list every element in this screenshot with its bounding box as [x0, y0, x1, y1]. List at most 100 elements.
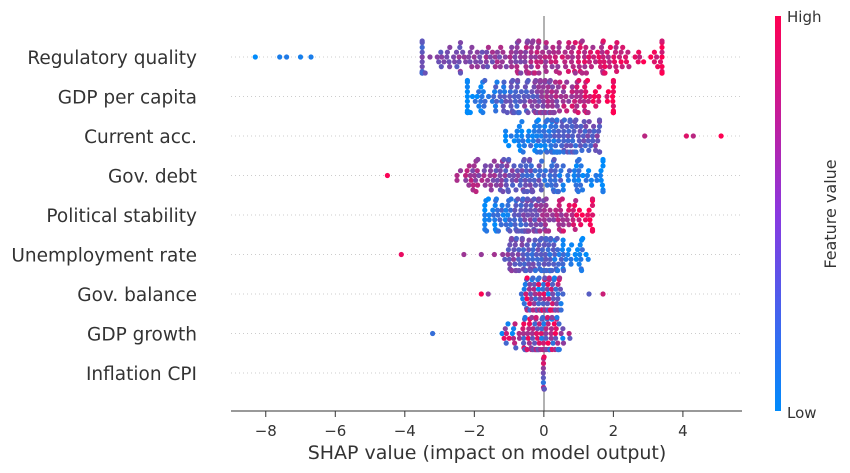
- shap-point: [517, 261, 523, 267]
- shap-point: [543, 40, 549, 46]
- shap-point: [505, 188, 511, 195]
- shap-point: [568, 256, 574, 262]
- shap-point: [536, 281, 542, 287]
- shap-point: [441, 59, 447, 65]
- shap-point: [537, 77, 543, 84]
- shap-point: [565, 44, 571, 51]
- shap-point: [494, 207, 500, 213]
- shap-point: [528, 54, 534, 60]
- shap-point: [499, 177, 505, 183]
- shap-point: [534, 49, 540, 55]
- shap-point: [551, 133, 558, 139]
- shap-point: [578, 89, 584, 95]
- feature-label: GDP growth: [87, 325, 197, 346]
- shap-point: [528, 49, 534, 55]
- shap-point: [536, 217, 543, 223]
- shap-point: [497, 93, 503, 100]
- shap-point: [560, 89, 567, 95]
- shap-point: [582, 128, 588, 134]
- shap-point: [446, 59, 452, 65]
- shap-point: [506, 172, 513, 179]
- shap-point: [529, 335, 536, 341]
- shap-point: [610, 93, 616, 100]
- shap-point: [589, 196, 596, 202]
- shap-point: [522, 84, 529, 90]
- shap-point: [542, 77, 548, 84]
- shap-point: [586, 168, 592, 174]
- shap-point: [513, 59, 519, 65]
- colorbar-low-label: Low: [787, 404, 817, 422]
- shap-point: [625, 49, 631, 55]
- shap-point: [547, 177, 554, 183]
- shap-point: [509, 330, 515, 337]
- shap-point: [543, 330, 549, 337]
- shap-point: [499, 59, 505, 65]
- shap-point: [526, 237, 532, 243]
- shap-point: [545, 228, 552, 234]
- shap-point: [548, 235, 554, 242]
- shap-point: [584, 172, 591, 179]
- shap-point: [520, 256, 526, 262]
- shap-point: [525, 77, 531, 84]
- shap-point: [571, 168, 578, 174]
- shap-point: [552, 168, 558, 174]
- shap-point: [519, 235, 525, 242]
- shap-point: [527, 267, 533, 274]
- shap-point: [594, 133, 600, 139]
- shap-point: [582, 143, 588, 149]
- shap-point: [467, 109, 473, 116]
- shap-point: [520, 196, 526, 202]
- shap-point: [559, 143, 565, 149]
- shap-point: [530, 93, 536, 100]
- shap-point: [434, 54, 440, 60]
- shap-point: [509, 182, 516, 188]
- shap-point: [553, 143, 559, 149]
- shap-point: [537, 296, 543, 302]
- shap-point: [571, 172, 577, 179]
- shap-point: [576, 77, 582, 84]
- shap-point: [554, 163, 560, 169]
- shap-point: [557, 207, 564, 213]
- shap-point: [553, 326, 559, 332]
- shap-point: [575, 172, 582, 179]
- shap-point: [487, 172, 493, 179]
- shap-point: [522, 103, 528, 109]
- shap-point: [522, 49, 529, 55]
- shap-point: [551, 156, 557, 163]
- shap-point: [503, 128, 509, 134]
- shap-point: [542, 168, 549, 174]
- shap-point: [578, 93, 584, 100]
- shap-point: [586, 147, 592, 153]
- shap-point: [485, 291, 491, 297]
- shap-point: [509, 267, 515, 274]
- shap-point: [578, 123, 584, 129]
- shap-point: [600, 163, 606, 169]
- shap-point: [543, 196, 549, 202]
- shap-point: [464, 77, 470, 84]
- shap-point: [551, 217, 557, 223]
- shap-point: [422, 70, 428, 76]
- shap-point: [503, 98, 509, 104]
- shap-point: [594, 177, 600, 183]
- shap-point: [541, 217, 548, 223]
- shap-point: [508, 59, 514, 65]
- shap-point: [493, 196, 499, 202]
- shap-point: [526, 286, 532, 292]
- shap-point: [560, 222, 566, 228]
- shap-point: [591, 128, 597, 134]
- shap-point: [521, 321, 527, 327]
- shap-point: [596, 54, 602, 60]
- shap-point: [659, 54, 665, 60]
- x-tick-label: −4: [394, 422, 416, 440]
- shap-point: [651, 59, 658, 65]
- shap-point: [590, 98, 596, 104]
- shap-point: [561, 149, 567, 155]
- shap-point: [551, 138, 557, 144]
- shap-point: [545, 84, 551, 90]
- shap-point: [563, 256, 569, 262]
- shap-point: [507, 89, 513, 95]
- shap-point: [516, 93, 522, 100]
- shap-point: [495, 228, 501, 234]
- shap-point: [575, 59, 582, 65]
- shap-point: [484, 64, 491, 70]
